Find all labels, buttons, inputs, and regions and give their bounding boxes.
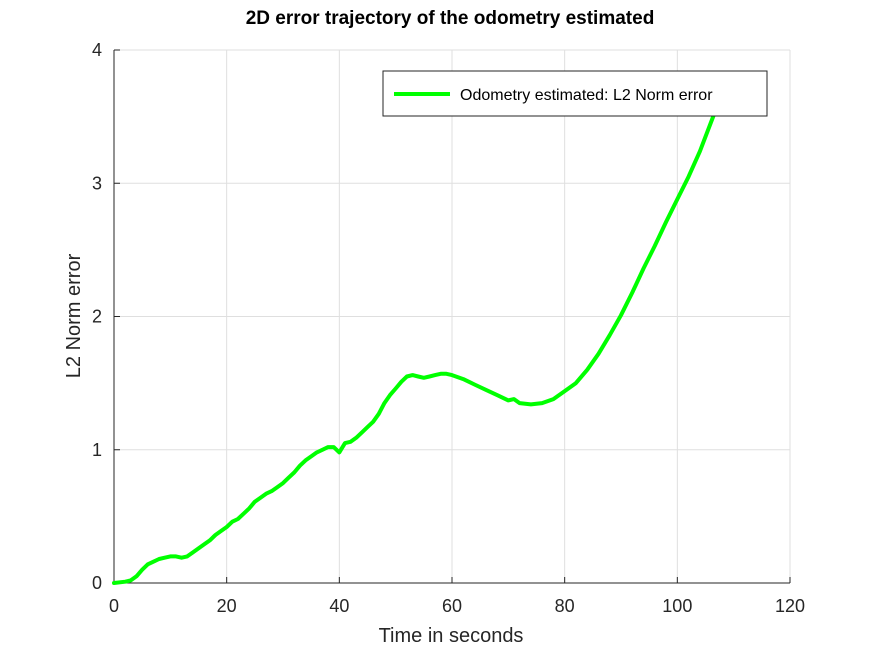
x-tick-label: 20 xyxy=(217,596,237,616)
x-axis-label: Time in seconds xyxy=(379,625,524,647)
x-tick-label: 60 xyxy=(442,596,462,616)
x-tick-label: 80 xyxy=(555,596,575,616)
legend: Odometry estimated: L2 Norm error xyxy=(382,70,768,117)
y-axis-label: L2 Norm error xyxy=(63,253,85,378)
y-tick-label: 3 xyxy=(92,173,102,193)
tick-labels: 0 20 40 60 80 100 120 0 1 2 3 4 xyxy=(92,40,805,616)
y-tick-label: 4 xyxy=(92,40,102,60)
y-tick-label: 0 xyxy=(92,573,102,593)
data-series xyxy=(112,70,736,585)
chart-title: 2D error trajectory of the odometry esti… xyxy=(246,8,655,29)
x-tick-label: 0 xyxy=(109,596,119,616)
legend-label: Odometry estimated: L2 Norm error xyxy=(460,87,713,104)
axes xyxy=(113,49,791,584)
series-line xyxy=(112,70,736,585)
x-tick-label: 120 xyxy=(775,596,805,616)
x-tick-label: 40 xyxy=(329,596,349,616)
y-tick-label: 2 xyxy=(92,307,102,327)
x-tick-label: 100 xyxy=(662,596,692,616)
y-tick-label: 1 xyxy=(92,440,102,460)
